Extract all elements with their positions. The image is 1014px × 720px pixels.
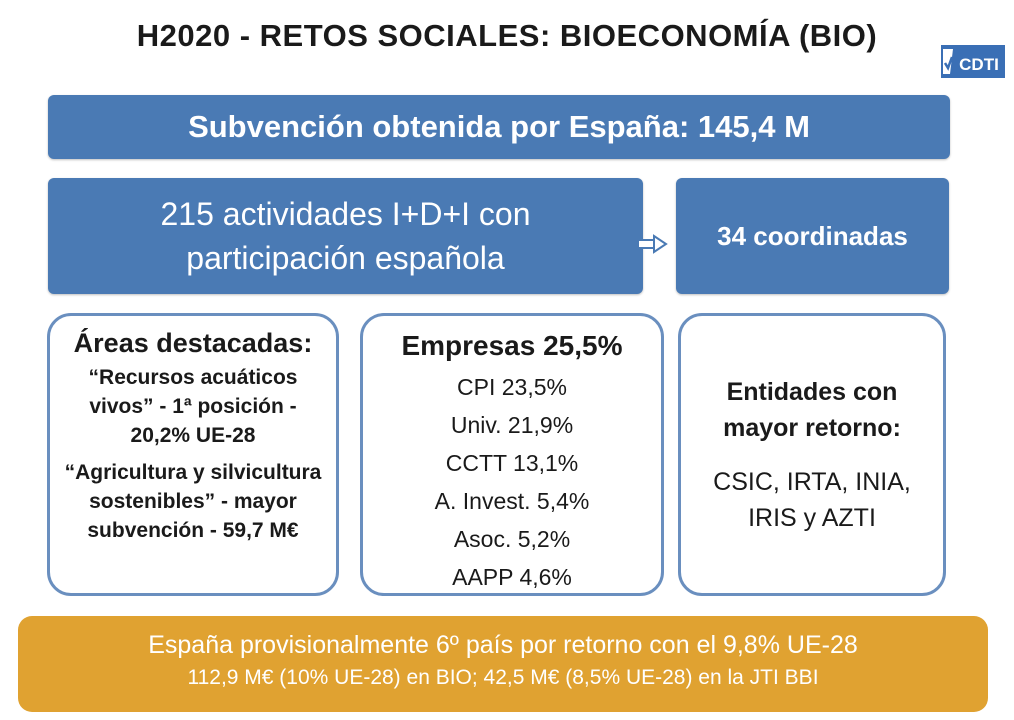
footer-banner: España provisionalmente 6º país por reto… [18,616,988,712]
entidades-title-line2: mayor retorno: [723,414,901,442]
cdti-logo-icon: CDTI [941,45,1005,78]
empresas-item: AAPP 4,6% [452,564,572,590]
empresas-item: Univ. 21,9% [450,412,574,438]
entidades-title-line1: Entidades con [726,378,898,406]
areas-paragraph-1: “Recursos acuáticos vivos” - 1ª posición… [88,366,298,447]
areas-paragraph-2: “Agricultura y silvicultura sostenibles”… [64,461,322,542]
entidades-body-line2: IRIS y AZTI [748,504,876,532]
empresas-item: Asoc. 5,2% [453,526,571,552]
empresas-item: CCTT 13,1% [445,450,579,476]
subvencion-text: Subvención obtenida por España: 145,4 M [188,109,810,144]
actividades-line1: 215 actividades I+D+I con [160,196,531,232]
empresas-item: A. Invest. 5,4% [434,488,590,514]
entidades-body-line1: CSIC, IRTA, INIA, [713,468,911,496]
empresas-item: CPI 23,5% [457,374,567,400]
cdti-logo: CDTI [941,45,1005,78]
right-arrow-icon [637,234,668,254]
actividades-box: 215 actividades I+D+I con participación … [48,178,643,294]
page-title: H2020 - RETOS SOCIALES: BIOECONOMÍA (BIO… [136,18,878,53]
coordinadas-box: 34 coordinadas [676,178,949,294]
empresas-box: Empresas 25,5% CPI 23,5% Univ. 21,9% CCT… [360,313,664,596]
empresas-title: Empresas 25,5% [401,330,623,361]
actividades-line2: participación española [186,240,505,276]
areas-destacadas-box: Áreas destacadas: “Recursos acuáticos vi… [47,313,339,596]
subvencion-banner: Subvención obtenida por España: 145,4 M [48,95,950,159]
areas-title: Áreas destacadas: [73,328,313,358]
entidades-box: Entidades con mayor retorno: CSIC, IRTA,… [678,313,946,596]
footer-line2: 112,9 M€ (10% UE-28) en BIO; 42,5 M€ (8,… [187,666,819,689]
coordinadas-text: 34 coordinadas [717,220,908,251]
footer-line1: España provisionalmente 6º país por reto… [148,631,858,659]
logo-text: CDTI [959,55,999,74]
